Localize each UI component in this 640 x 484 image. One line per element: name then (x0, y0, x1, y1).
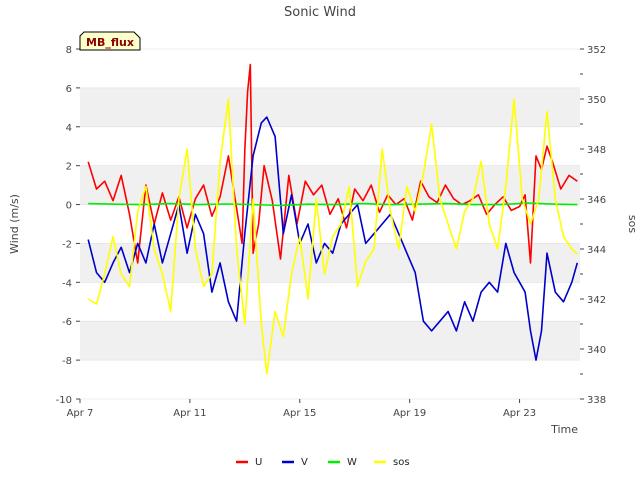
y-tick-label: -6 (62, 317, 72, 328)
x-axis-label: Time (550, 423, 578, 436)
y-tick-label: 0 (66, 201, 72, 212)
y-right-tick-label: 348 (587, 145, 606, 156)
x-tick-label: Apr 11 (173, 408, 206, 419)
y-tick-label: 6 (66, 84, 72, 95)
series-line-sos (87, 98, 578, 375)
series-layer (87, 63, 579, 375)
y-axis-label: Wind (m/s) (8, 194, 21, 254)
plot-band (80, 87, 580, 127)
y-right-tick-label: 344 (587, 245, 606, 256)
legend-label-sos: sos (393, 457, 410, 468)
y-tick-label: -8 (62, 356, 72, 367)
y-tick-label: 4 (66, 123, 72, 134)
axis-ticks: -10 -8 -6 -4 -2 0 2 4 6 8 338 340 342 344 346 348 350 352… (56, 45, 606, 419)
plot-band (80, 321, 580, 361)
badge-label: MB_flux (86, 36, 134, 49)
x-tick-label: Apr 23 (503, 408, 536, 419)
plot-bands (80, 48, 580, 400)
chart-title: Sonic Wind (284, 5, 356, 20)
x-tick-label: Apr 15 (283, 408, 316, 419)
y-right-tick-label: 346 (587, 195, 606, 206)
y-tick-label: -2 (62, 239, 72, 250)
badge-shape (79, 31, 141, 51)
y-right-tick-label: 352 (587, 45, 606, 56)
y-right-tick-label: 340 (587, 345, 606, 356)
series-line-w (88, 202, 578, 207)
y-axis-right-label: sos (626, 215, 639, 233)
y-right-tick-label: 350 (587, 95, 606, 106)
y-tick-label: -10 (56, 395, 72, 406)
y-tick-label: -4 (62, 278, 72, 289)
site-badge: MB_flux (79, 31, 141, 51)
y-right-tick-label: 342 (587, 295, 606, 306)
legend-label-v: V (301, 457, 308, 468)
legend-label-u: U (255, 457, 262, 468)
y-tick-label: 8 (66, 45, 72, 56)
y-right-tick-label: 338 (587, 395, 606, 406)
x-tick-label: Apr 7 (67, 408, 94, 419)
y-tick-label: 2 (66, 162, 72, 173)
x-tick-label: Apr 19 (393, 408, 426, 419)
legend-label-w: W (347, 457, 357, 468)
